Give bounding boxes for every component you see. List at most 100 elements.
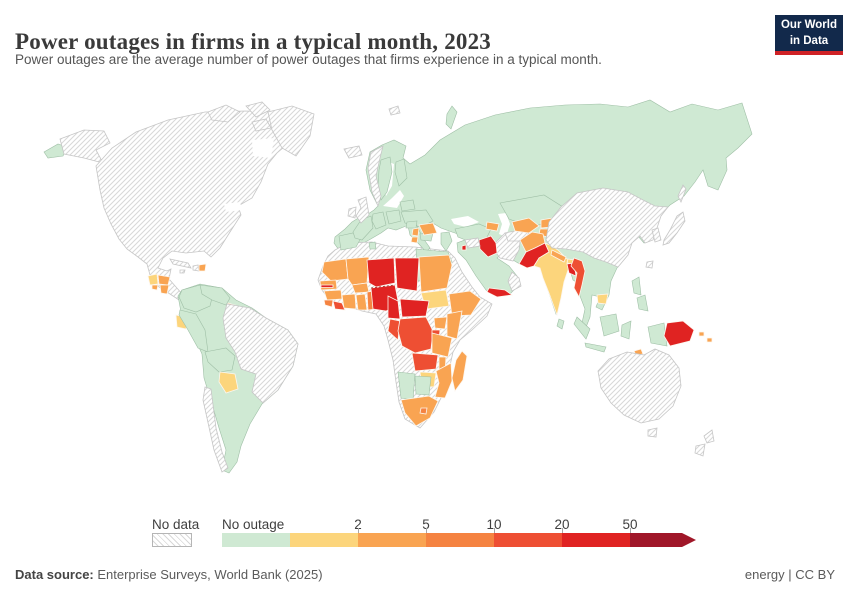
country-gambia[interactable]	[320, 284, 334, 288]
country-novaya-zemlya[interactable]	[445, 105, 458, 130]
country-new-zealand[interactable]	[694, 443, 706, 457]
country-philippines[interactable]	[631, 276, 642, 296]
country-west-papua[interactable]	[647, 322, 668, 347]
arctic-islands[interactable]	[207, 104, 241, 123]
country-tunisia[interactable]	[368, 241, 377, 250]
country-java[interactable]	[584, 342, 607, 353]
country-uganda[interactable]	[433, 316, 448, 330]
country-belarus[interactable]	[399, 199, 416, 212]
country-chad[interactable]	[394, 257, 420, 292]
country-yemen[interactable]	[486, 287, 514, 298]
country-hungary[interactable]	[405, 220, 418, 229]
country-cuba[interactable]	[169, 258, 192, 269]
legend-swatch-10-20[interactable]	[494, 533, 562, 547]
country-solomon-islands[interactable]	[698, 331, 705, 337]
country-honduras[interactable]	[157, 274, 171, 286]
country-borneo[interactable]	[599, 313, 620, 337]
country-lesotho[interactable]	[419, 407, 428, 415]
country-papua-new-guinea[interactable]	[663, 320, 695, 347]
country-madagascar[interactable]	[451, 350, 468, 392]
country-south-korea[interactable]	[651, 227, 662, 243]
country-sakhalin[interactable]	[677, 184, 687, 203]
country-syria[interactable]	[464, 237, 481, 249]
country-greenland[interactable]	[267, 105, 315, 157]
country-tanzania[interactable]	[431, 332, 453, 358]
country-mali[interactable]	[345, 256, 370, 286]
country-cote-divoire[interactable]	[341, 293, 357, 310]
country-ireland[interactable]	[347, 206, 357, 219]
country-ethiopia[interactable]	[448, 290, 482, 317]
country-peru[interactable]	[178, 309, 209, 353]
country-iraq[interactable]	[478, 235, 498, 258]
country-greece[interactable]	[440, 231, 453, 252]
country-jamaica[interactable]	[179, 269, 186, 274]
country-china[interactable]	[545, 187, 669, 268]
country-germany[interactable]	[371, 211, 387, 230]
country-sulawesi[interactable]	[620, 320, 632, 340]
country-serbia[interactable]	[411, 227, 420, 237]
country-el-salvador[interactable]	[151, 284, 159, 291]
country-haiti[interactable]	[192, 264, 200, 272]
country-cambodia[interactable]	[596, 293, 609, 305]
country-romania[interactable]	[418, 222, 438, 236]
country-sumatra[interactable]	[573, 316, 591, 340]
arctic-islands[interactable]	[245, 101, 271, 118]
country-sudan[interactable]	[418, 254, 453, 293]
country-alaska[interactable]	[59, 129, 111, 164]
country-zambia[interactable]	[411, 352, 439, 372]
country-mozambique[interactable]	[434, 362, 453, 399]
country-albania[interactable]	[410, 236, 419, 244]
country-myanmar[interactable]	[570, 257, 586, 299]
country-japan[interactable]	[662, 211, 686, 246]
country-south-africa[interactable]	[400, 395, 439, 427]
country-solomon-islands[interactable]	[706, 337, 713, 343]
country-uzbekistan[interactable]	[511, 217, 540, 234]
country-botswana[interactable]	[414, 375, 432, 396]
country-tasmania[interactable]	[647, 427, 658, 438]
legend-swatch-20-50[interactable]	[562, 533, 630, 547]
country-dominican-republic[interactable]	[198, 263, 207, 272]
license-note[interactable]: energy | CC BY	[744, 567, 835, 582]
country-sierra-leone[interactable]	[323, 299, 334, 308]
country-sweden[interactable]	[377, 156, 393, 201]
country-norway[interactable]	[367, 145, 384, 208]
legend-swatch-5-10[interactable]	[426, 533, 494, 547]
country-congo[interactable]	[387, 318, 401, 341]
country-taiwan[interactable]	[645, 260, 654, 269]
country-kenya[interactable]	[446, 310, 463, 340]
country-namibia[interactable]	[397, 371, 416, 401]
country-chile[interactable]	[202, 386, 229, 473]
legend-swatch-50-plus[interactable]	[630, 533, 682, 547]
country-liberia[interactable]	[332, 300, 346, 311]
legend-swatch-no-outage[interactable]	[222, 533, 290, 547]
legend-swatch-0-2[interactable]	[290, 533, 358, 547]
country-bolivia[interactable]	[204, 347, 236, 373]
country-central-african-republic[interactable]	[399, 298, 430, 318]
legend-swatch-2-5[interactable]	[358, 533, 426, 547]
country-poland[interactable]	[385, 209, 402, 225]
country-united-kingdom[interactable]	[355, 196, 370, 224]
country-guinea[interactable]	[323, 289, 343, 301]
country-democratic-republic-of-congo[interactable]	[397, 316, 434, 354]
no-data-swatch[interactable]	[152, 533, 192, 547]
country-philippines[interactable]	[636, 294, 649, 312]
country-finland[interactable]	[394, 158, 408, 187]
country-ghana[interactable]	[355, 293, 368, 311]
country-nicaragua[interactable]	[159, 284, 170, 295]
country-nepal[interactable]	[550, 249, 567, 263]
country-lebanon[interactable]	[461, 244, 467, 251]
owid-logo[interactable]: Our World in Data	[775, 15, 843, 55]
arctic-islands[interactable]	[251, 118, 272, 132]
country-georgia[interactable]	[485, 221, 500, 232]
country-niger[interactable]	[366, 257, 396, 288]
country-guatemala[interactable]	[147, 273, 159, 286]
country-burkina-faso[interactable]	[351, 282, 370, 294]
country-iceland[interactable]	[343, 145, 363, 159]
country-oman[interactable]	[507, 271, 522, 292]
country-new-zealand[interactable]	[703, 429, 715, 444]
country-australia[interactable]	[597, 348, 682, 424]
country-venezuela[interactable]	[199, 284, 231, 306]
country-paraguay[interactable]	[218, 371, 239, 394]
country-mauritania[interactable]	[321, 258, 349, 282]
country-svalbard[interactable]	[388, 105, 401, 116]
